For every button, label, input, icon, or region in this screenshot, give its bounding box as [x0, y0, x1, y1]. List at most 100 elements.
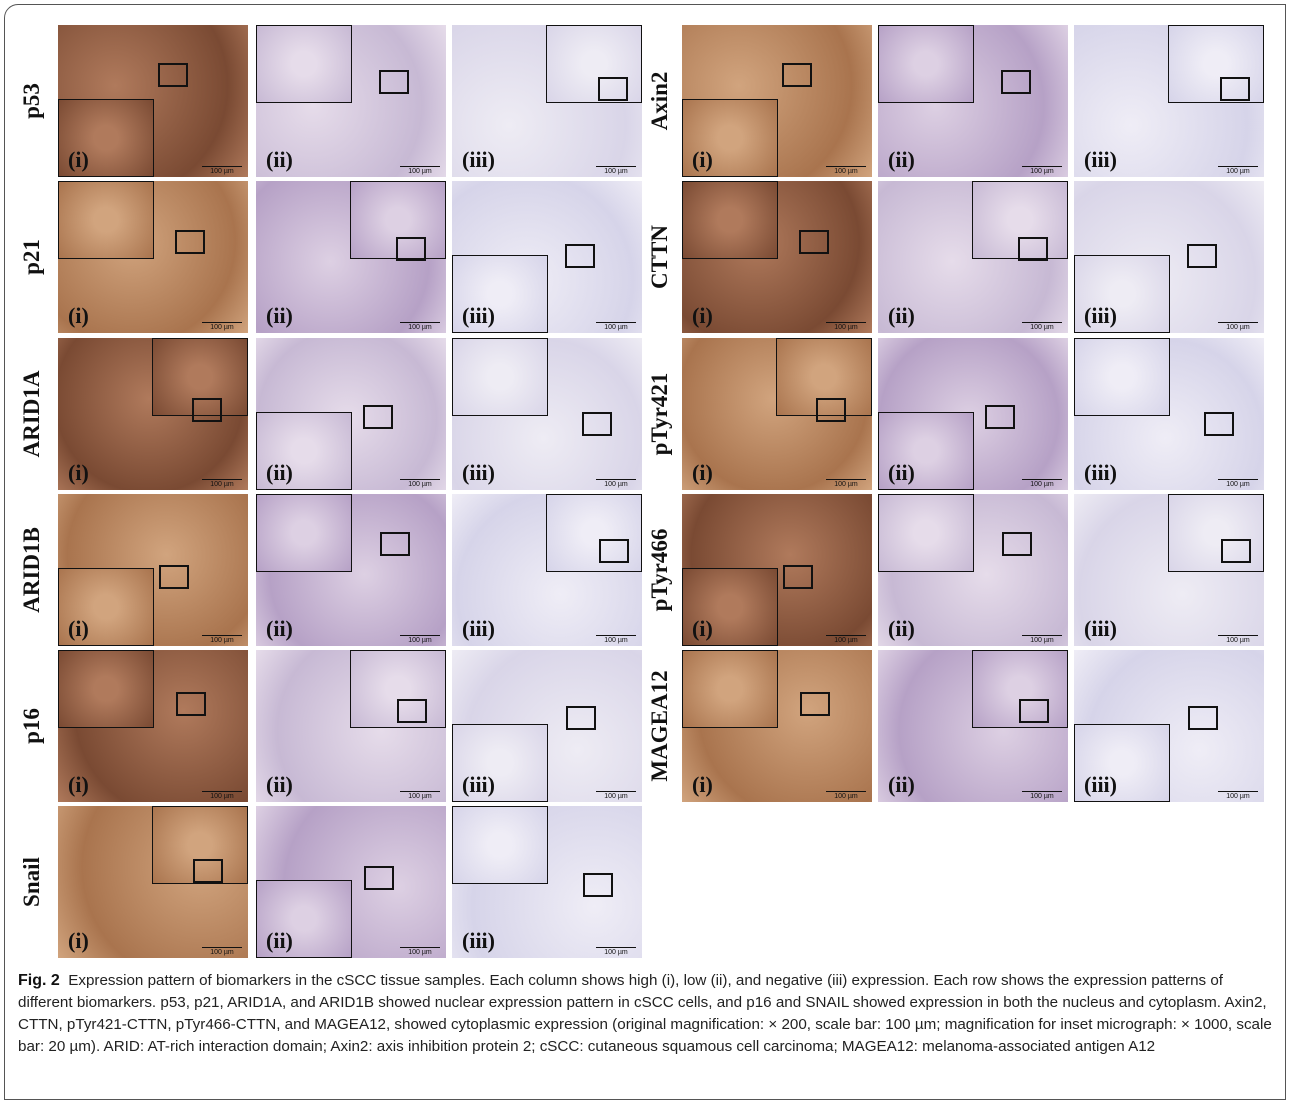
- inset-micrograph: [682, 650, 778, 728]
- scale-bar: 100 µm: [596, 166, 636, 175]
- scale-bar: 100 µm: [1022, 479, 1062, 488]
- row-label: ARID1B: [19, 527, 45, 613]
- inset-region: [397, 699, 427, 723]
- inset-region: [566, 706, 596, 730]
- panel-label: (i): [692, 616, 713, 642]
- row-label: p53: [19, 83, 45, 119]
- panel-label: (ii): [266, 147, 293, 173]
- row-label: p16: [19, 708, 45, 744]
- scale-bar: 100 µm: [202, 479, 242, 488]
- inset-region: [159, 565, 189, 589]
- inset-region: [193, 859, 223, 883]
- inset-micrograph: [256, 494, 352, 572]
- panel-label: (iii): [462, 772, 495, 798]
- inset-region: [364, 866, 394, 890]
- panel-label: (ii): [888, 460, 915, 486]
- micrograph: (iii)100 µm: [452, 494, 642, 646]
- scale-bar: 100 µm: [596, 322, 636, 331]
- scale-bar: 100 µm: [400, 166, 440, 175]
- inset-micrograph: [878, 494, 974, 572]
- scale-bar: 100 µm: [400, 635, 440, 644]
- micrograph: (iii) 100 µm: [1074, 494, 1264, 646]
- inset-micrograph: [682, 181, 778, 259]
- micrograph: (iii)100 µm: [1074, 181, 1264, 333]
- scale-bar: 100 µm: [202, 947, 242, 956]
- micrograph: (i)100 µm: [682, 650, 872, 802]
- panel-label: (iii): [1084, 616, 1117, 642]
- inset-region: [379, 70, 409, 94]
- inset-region: [175, 230, 205, 254]
- micrograph: (i) 100 µm: [58, 338, 248, 490]
- scale-bar: 100 µm: [596, 791, 636, 800]
- panel-label: (ii): [266, 772, 293, 798]
- panel-label: (iii): [462, 147, 495, 173]
- panel-label: (iii): [1084, 772, 1117, 798]
- micrograph: (i)100 µm: [682, 25, 872, 177]
- panel-label: (ii): [888, 303, 915, 329]
- scale-bar: 100 µm: [202, 322, 242, 331]
- panel-label: (i): [68, 147, 89, 173]
- inset-region: [158, 63, 188, 87]
- micrograph: (ii) 100 µm: [256, 25, 446, 177]
- scale-bar: 100 µm: [596, 479, 636, 488]
- scale-bar: 100 µm: [1218, 166, 1258, 175]
- scale-bar: 100 µm: [826, 635, 866, 644]
- row-label: Axin2: [647, 72, 673, 131]
- micrograph: (iii)100 µm: [452, 338, 642, 490]
- inset-region: [598, 77, 628, 101]
- micrograph: (ii)100 µm: [256, 650, 446, 802]
- micrograph: (i) 100 µm: [682, 494, 872, 646]
- panel-label: (iii): [462, 928, 495, 954]
- inset-region: [800, 692, 830, 716]
- micrograph: (iii)100 µm: [452, 181, 642, 333]
- micrograph: (i)100 µm: [682, 181, 872, 333]
- panel-label: (ii): [266, 616, 293, 642]
- panel-label: (iii): [1084, 460, 1117, 486]
- inset-region: [599, 539, 629, 563]
- inset-region: [782, 63, 812, 87]
- scale-bar: 100 µm: [1218, 635, 1258, 644]
- micrograph: (i)100 µm: [682, 338, 872, 490]
- panel-label: (i): [692, 303, 713, 329]
- micrograph: (i)100 µm: [58, 25, 248, 177]
- micrograph: (iii) 100 µm: [452, 650, 642, 802]
- inset-region: [1001, 70, 1031, 94]
- micrograph: (i)100 µm: [58, 494, 248, 646]
- scale-bar: 100 µm: [1218, 322, 1258, 331]
- micrograph: (i) 100 µm: [58, 181, 248, 333]
- inset-region: [363, 405, 393, 429]
- row-label: p21: [19, 239, 45, 275]
- micrograph: (iii)100 µm: [1074, 25, 1264, 177]
- micrograph: (ii) 100 µm: [256, 494, 446, 646]
- panel-label: (ii): [888, 147, 915, 173]
- micrograph: (iii) 100 µm: [1074, 338, 1264, 490]
- inset-micrograph: [58, 181, 154, 259]
- micrograph: (ii) 100 µm: [878, 181, 1068, 333]
- panel-label: (i): [68, 303, 89, 329]
- panel-label: (ii): [888, 616, 915, 642]
- micrograph: (ii)100 µm: [256, 338, 446, 490]
- inset-region: [799, 230, 829, 254]
- inset-region: [1221, 539, 1251, 563]
- micrograph: (ii)100 µm: [256, 181, 446, 333]
- scale-bar: 100 µm: [202, 635, 242, 644]
- micrograph: (ii)100 µm: [878, 494, 1068, 646]
- panel-label: (i): [692, 772, 713, 798]
- micrograph: (i) 100 µm: [58, 806, 248, 958]
- scale-bar: 100 µm: [1022, 791, 1062, 800]
- row-label: pTyr421: [647, 373, 673, 456]
- scale-bar: 100 µm: [1218, 479, 1258, 488]
- scale-bar: 100 µm: [1022, 322, 1062, 331]
- micrograph: (i)100 µm: [58, 650, 248, 802]
- panel-label: (iii): [462, 616, 495, 642]
- inset-region: [380, 532, 410, 556]
- panel-label: (i): [68, 928, 89, 954]
- panel-label: (i): [68, 460, 89, 486]
- micrograph: (iii)100 µm: [452, 806, 642, 958]
- scale-bar: 100 µm: [202, 791, 242, 800]
- inset-region: [985, 405, 1015, 429]
- inset-region: [582, 412, 612, 436]
- micrograph: (iii) 100 µm: [452, 25, 642, 177]
- inset-region: [1188, 706, 1218, 730]
- page: Fig. 2 Expression pattern of biomarkers …: [0, 0, 1292, 1105]
